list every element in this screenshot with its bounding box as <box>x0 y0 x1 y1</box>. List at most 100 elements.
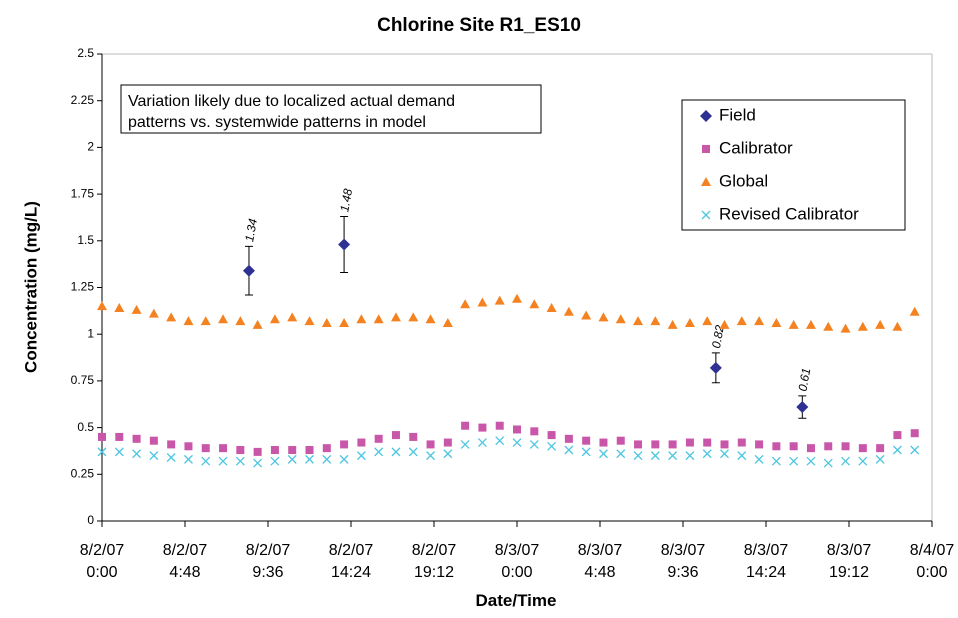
point <box>615 314 626 324</box>
y-tick-label: 1 <box>87 326 94 340</box>
point <box>236 446 245 455</box>
point <box>340 440 349 449</box>
point <box>806 444 815 453</box>
x-tick-label: 8/2/07 14:24 <box>329 542 374 581</box>
x-tick-label: 8/3/07 4:48 <box>578 542 623 581</box>
point <box>650 316 661 326</box>
point <box>305 446 314 455</box>
point <box>184 442 193 451</box>
point <box>252 319 263 329</box>
point <box>305 454 314 464</box>
point <box>409 432 418 441</box>
data-label: 1.34 <box>242 217 260 243</box>
point <box>269 314 280 324</box>
point <box>322 444 331 453</box>
legend <box>681 99 906 231</box>
point <box>338 238 351 251</box>
legend-marker <box>700 110 712 122</box>
point <box>599 438 608 447</box>
point <box>477 297 488 307</box>
point <box>616 449 626 459</box>
point <box>115 432 124 441</box>
point <box>796 401 809 414</box>
point <box>149 451 159 461</box>
point <box>461 421 470 430</box>
annotation-box <box>120 84 542 134</box>
point <box>443 438 452 447</box>
point <box>702 316 713 326</box>
legend-label: Calibrator <box>719 138 793 157</box>
y-tick-label: 2.25 <box>71 93 95 107</box>
point <box>356 314 367 324</box>
point <box>513 425 521 434</box>
point <box>564 434 573 443</box>
point <box>616 436 625 445</box>
y-tick-label: 1.5 <box>77 233 94 247</box>
point <box>183 454 193 464</box>
y-tick-label: 0.25 <box>71 466 95 480</box>
point <box>495 436 505 446</box>
point <box>477 438 487 448</box>
point <box>668 440 677 449</box>
point <box>322 454 332 464</box>
point <box>426 440 435 449</box>
point <box>218 314 229 324</box>
point <box>219 444 228 453</box>
point <box>97 447 107 457</box>
point <box>702 449 712 459</box>
x-tick-label: 8/4/07 0:00 <box>910 542 955 581</box>
y-tick-label: 2 <box>87 140 94 154</box>
point <box>114 303 125 313</box>
point <box>373 314 384 324</box>
point <box>634 440 643 449</box>
point <box>132 449 142 459</box>
x-tick-label: 8/3/07 0:00 <box>495 542 540 581</box>
point <box>494 295 505 305</box>
point <box>823 458 833 468</box>
point <box>201 456 211 466</box>
point <box>772 442 781 451</box>
x-axis-title: Date/Time <box>476 591 557 610</box>
point <box>339 317 350 327</box>
chart-title: Chlorine Site R1_ES10 <box>377 15 581 36</box>
point <box>788 319 799 329</box>
point <box>892 321 903 331</box>
data-label: 0.61 <box>795 367 813 392</box>
legend-marker <box>702 145 710 153</box>
point <box>460 439 470 449</box>
point <box>242 264 255 277</box>
point <box>201 444 210 453</box>
point <box>98 432 106 441</box>
point <box>875 454 885 464</box>
point <box>771 317 782 327</box>
point <box>253 458 263 468</box>
legend-marker <box>701 177 711 186</box>
point <box>582 436 591 445</box>
point <box>875 319 886 329</box>
y-tick-label: 1.75 <box>71 186 95 200</box>
point <box>737 451 747 461</box>
y-tick-label: 0.75 <box>71 373 95 387</box>
point <box>650 451 660 461</box>
point <box>166 453 176 462</box>
y-axis-title: Concentration (mg/L) <box>21 201 40 373</box>
point <box>703 438 712 447</box>
point <box>857 321 868 331</box>
point <box>97 301 107 311</box>
legend-label: Revised Calibrator <box>719 204 859 223</box>
point <box>910 445 920 455</box>
point <box>235 316 246 326</box>
point <box>131 304 142 314</box>
point <box>685 438 694 447</box>
y-tick-label: 2.5 <box>77 46 94 60</box>
point <box>425 314 436 324</box>
point <box>270 446 279 455</box>
point <box>806 456 816 466</box>
point <box>149 436 158 445</box>
point <box>512 438 522 448</box>
point <box>598 449 608 459</box>
point <box>719 319 730 329</box>
annotation: Variation likely due to localized actual… <box>128 93 455 110</box>
point <box>357 438 366 447</box>
